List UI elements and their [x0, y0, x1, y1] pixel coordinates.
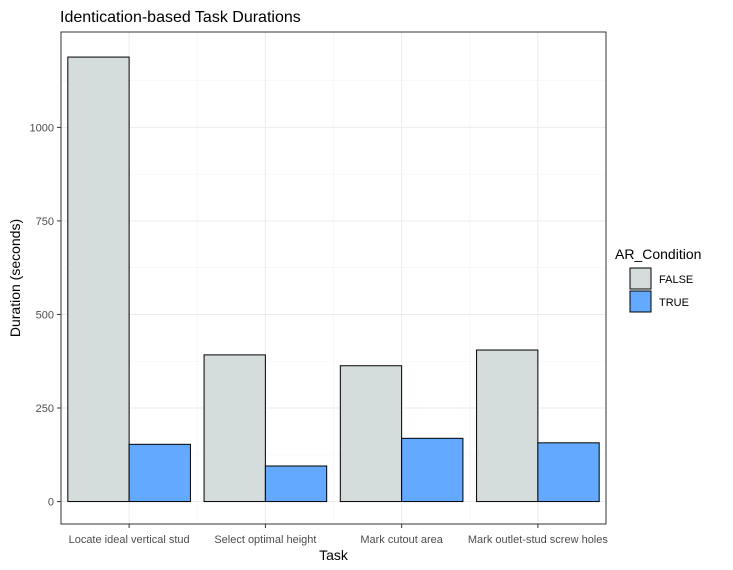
- panel-border: [60, 31, 607, 525]
- x-tick-label: Mark outlet-stud screw holes: [468, 534, 608, 546]
- y-axis: 0 250 500 750 1000: [30, 122, 61, 509]
- x-axis: Locate ideal vertical stud Select optimal…: [69, 524, 608, 546]
- bar-false-3: [339, 365, 403, 503]
- legend-key-true: [629, 290, 652, 313]
- bar-true-4: [537, 442, 600, 503]
- y-axis-title: Duration (seconds): [7, 219, 23, 337]
- bar-false-2: [203, 354, 266, 503]
- bar-false-1: [67, 56, 130, 503]
- x-tick-label: Locate ideal vertical stud: [69, 534, 190, 546]
- x-tick-label: Select optimal height: [214, 534, 316, 546]
- bar-true-1: [128, 443, 191, 503]
- chart-title: Identication-based Task Durations: [60, 9, 301, 26]
- legend-title: AR_Condition: [615, 246, 701, 262]
- y-tick-label: 1000: [30, 122, 54, 134]
- legend: AR_Condition FALSE TRUE: [615, 246, 701, 313]
- y-tick-label: 500: [36, 309, 54, 321]
- bar-true-2: [264, 465, 328, 503]
- bars: [67, 56, 600, 503]
- bar-true-3: [401, 437, 464, 503]
- legend-label-true: TRUE: [659, 297, 689, 309]
- y-tick-label: 250: [36, 403, 54, 415]
- x-tick-label: Mark cutout area: [360, 534, 443, 546]
- y-tick-label: 0: [48, 497, 54, 509]
- x-axis-title: Task: [319, 547, 349, 563]
- legend-label-false: FALSE: [659, 274, 693, 286]
- y-tick-label: 750: [36, 216, 54, 228]
- bar-false-4: [476, 349, 539, 503]
- legend-key-false: [629, 267, 652, 290]
